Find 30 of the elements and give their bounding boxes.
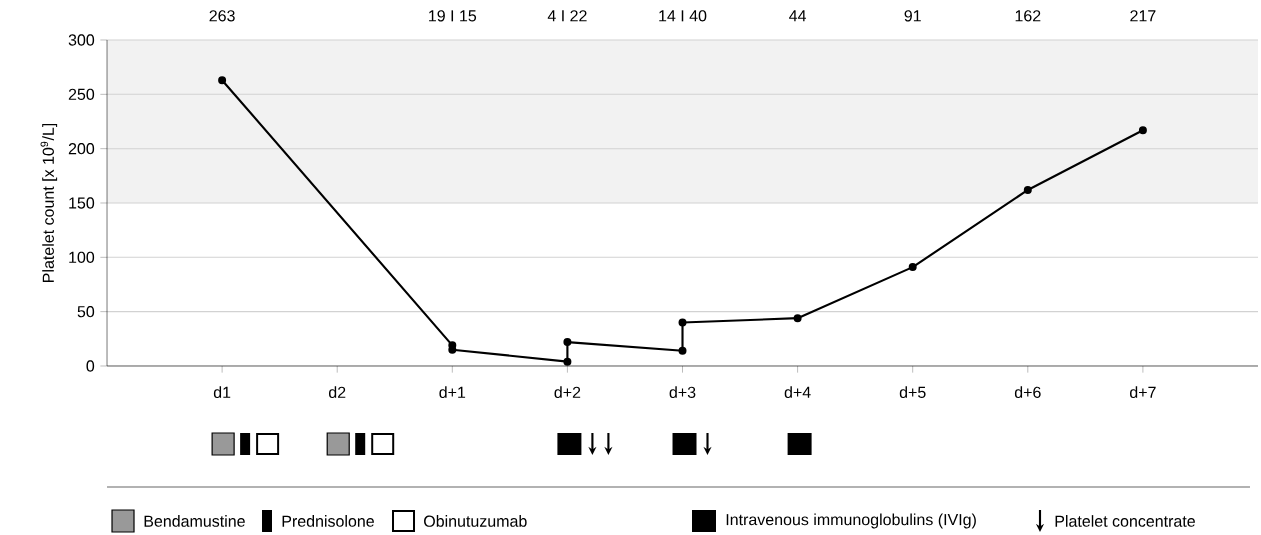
x-tick-label: d+1 [439,386,466,398]
text: 263 [209,10,235,22]
y-tick-label: 100 [69,251,95,263]
y-tick-label: 50 [77,306,95,318]
text: Bendamustine [144,515,245,527]
x-tick-label: d2 [328,386,346,398]
x-tick-label: d+3 [669,386,696,398]
text: 162 [1015,10,1041,22]
text: Intravenous immunoglobulins (IVIg) [726,513,976,529]
text: 44 [789,10,807,22]
y-tick-label: 200 [68,143,95,155]
y-tick-label: 300 [68,34,95,46]
text: 14 I 40 [659,10,707,22]
y-tick-label: 0 [86,360,95,372]
y-tick-label: 250 [68,88,95,100]
x-tick-label: d1 [213,386,231,398]
x-tick-label: d+7 [1130,386,1156,398]
text: Platelet concentrate [1055,515,1195,527]
x-tick-label: d+2 [554,386,581,398]
text: 217 [1130,10,1156,22]
text: 19 I 15 [429,10,477,22]
x-tick-label: d+6 [1014,386,1041,398]
x-tick-label: d+4 [784,386,811,398]
text: Prednisolone [282,515,374,527]
text: 91 [904,10,921,22]
text: 4 I 22 [547,10,587,22]
y-tick-label: 150 [69,197,95,209]
text: Obinutuzumab [424,515,527,527]
x-tick-label: d+5 [899,386,926,398]
y-axis-title: Platelet count [x 10$^{9}$/L] [40,123,58,282]
